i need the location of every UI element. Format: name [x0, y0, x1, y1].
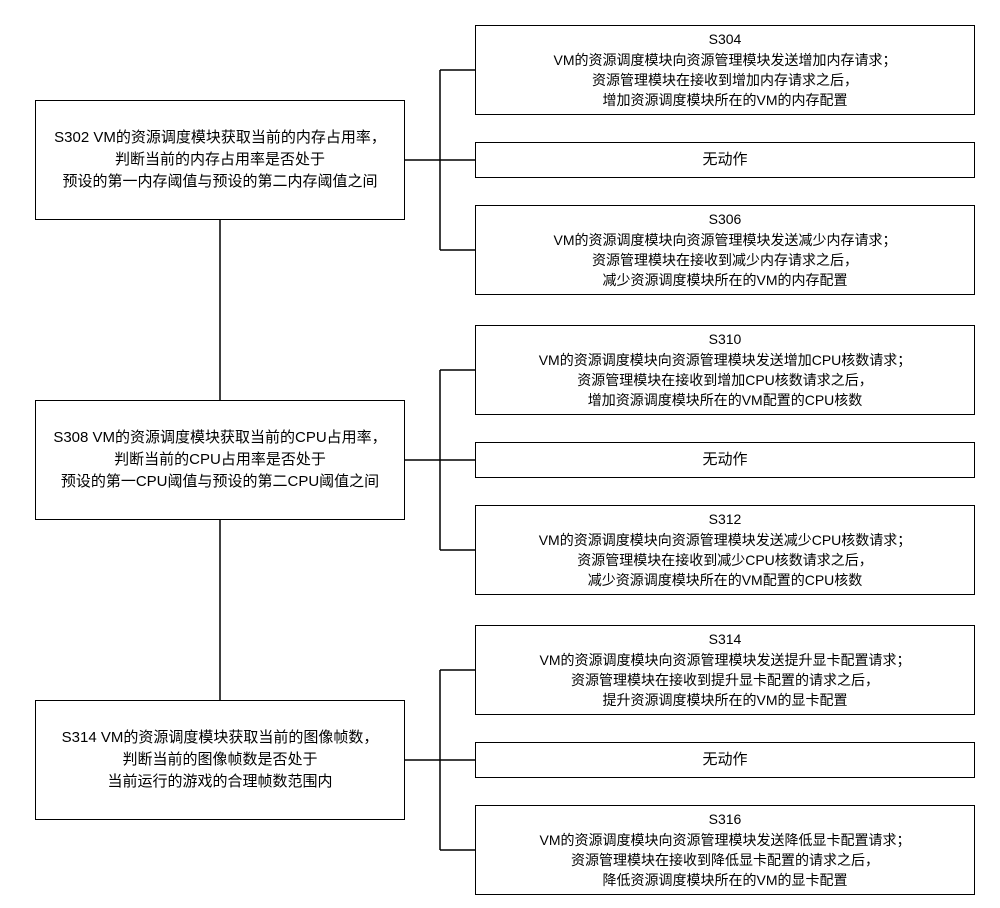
noaction-3: 无动作 — [475, 742, 975, 778]
decision-s308: S308 VM的资源调度模块获取当前的CPU占用率， 判断当前的CPU占用率是否… — [35, 400, 405, 520]
decision-s314: S314 VM的资源调度模块获取当前的图像帧数， 判断当前的图像帧数是否处于 当… — [35, 700, 405, 820]
noaction-2: 无动作 — [475, 442, 975, 478]
noaction-1: 无动作 — [475, 142, 975, 178]
text-line: 判断当前的CPU占用率是否处于 — [114, 449, 326, 471]
text-line: S306 — [709, 209, 742, 229]
action-s306: S306 VM的资源调度模块向资源管理模块发送减少内存请求； 资源管理模块在接收… — [475, 205, 975, 295]
text-line: 资源管理模块在接收到减少内存请求之后， — [592, 250, 858, 270]
action-s304: S304 VM的资源调度模块向资源管理模块发送增加内存请求； 资源管理模块在接收… — [475, 25, 975, 115]
action-s310: S310 VM的资源调度模块向资源管理模块发送增加CPU核数请求； 资源管理模块… — [475, 325, 975, 415]
flowchart-diagram: S302 VM的资源调度模块获取当前的内存占用率， 判断当前的内存占用率是否处于… — [20, 20, 980, 888]
text-line: 降低资源调度模块所在的VM的显卡配置 — [603, 870, 848, 890]
text-line: 预设的第一CPU阈值与预设的第二CPU阈值之间 — [61, 471, 379, 493]
action-s314b: S314 VM的资源调度模块向资源管理模块发送提升显卡配置请求； 资源管理模块在… — [475, 625, 975, 715]
text-line: S314 VM的资源调度模块获取当前的图像帧数， — [62, 727, 379, 749]
text-line: S312 — [709, 509, 742, 529]
text-line: S310 — [709, 329, 742, 349]
text-line: 资源管理模块在接收到提升显卡配置的请求之后， — [571, 670, 879, 690]
text-line: VM的资源调度模块向资源管理模块发送提升显卡配置请求； — [540, 650, 911, 670]
text-line: S302 VM的资源调度模块获取当前的内存占用率， — [54, 127, 386, 149]
text-line: VM的资源调度模块向资源管理模块发送增加CPU核数请求； — [539, 350, 912, 370]
text-line: S314 — [709, 629, 742, 649]
text-line: VM的资源调度模块向资源管理模块发送降低显卡配置请求； — [540, 830, 911, 850]
text-line: 预设的第一内存阈值与预设的第二内存阈值之间 — [62, 171, 377, 193]
text-line: 资源管理模块在接收到增加CPU核数请求之后， — [577, 370, 873, 390]
text-line: 判断当前的内存占用率是否处于 — [115, 149, 325, 171]
text-line: 提升资源调度模块所在的VM的显卡配置 — [603, 690, 848, 710]
text-line: VM的资源调度模块向资源管理模块发送减少内存请求； — [554, 230, 897, 250]
text-line: 无动作 — [702, 449, 747, 471]
text-line: 增加资源调度模块所在的VM配置的CPU核数 — [588, 390, 863, 410]
text-line: 资源管理模块在接收到增加内存请求之后， — [592, 70, 858, 90]
text-line: 增加资源调度模块所在的VM的内存配置 — [603, 90, 848, 110]
text-line: VM的资源调度模块向资源管理模块发送增加内存请求； — [554, 50, 897, 70]
text-line: 无动作 — [702, 149, 747, 171]
text-line: 无动作 — [702, 749, 747, 771]
text-line: S316 — [709, 809, 742, 829]
action-s312: S312 VM的资源调度模块向资源管理模块发送减少CPU核数请求； 资源管理模块… — [475, 505, 975, 595]
text-line: 资源管理模块在接收到降低显卡配置的请求之后， — [571, 850, 879, 870]
text-line: 减少资源调度模块所在的VM配置的CPU核数 — [588, 570, 863, 590]
action-s316: S316 VM的资源调度模块向资源管理模块发送降低显卡配置请求； 资源管理模块在… — [475, 805, 975, 895]
decision-s302: S302 VM的资源调度模块获取当前的内存占用率， 判断当前的内存占用率是否处于… — [35, 100, 405, 220]
text-line: 资源管理模块在接收到减少CPU核数请求之后， — [577, 550, 873, 570]
text-line: VM的资源调度模块向资源管理模块发送减少CPU核数请求； — [539, 530, 912, 550]
text-line: 当前运行的游戏的合理帧数范围内 — [107, 771, 332, 793]
text-line: 减少资源调度模块所在的VM的内存配置 — [603, 270, 848, 290]
text-line: 判断当前的图像帧数是否处于 — [122, 749, 317, 771]
text-line: S308 VM的资源调度模块获取当前的CPU占用率， — [53, 427, 386, 449]
text-line: S304 — [709, 29, 742, 49]
